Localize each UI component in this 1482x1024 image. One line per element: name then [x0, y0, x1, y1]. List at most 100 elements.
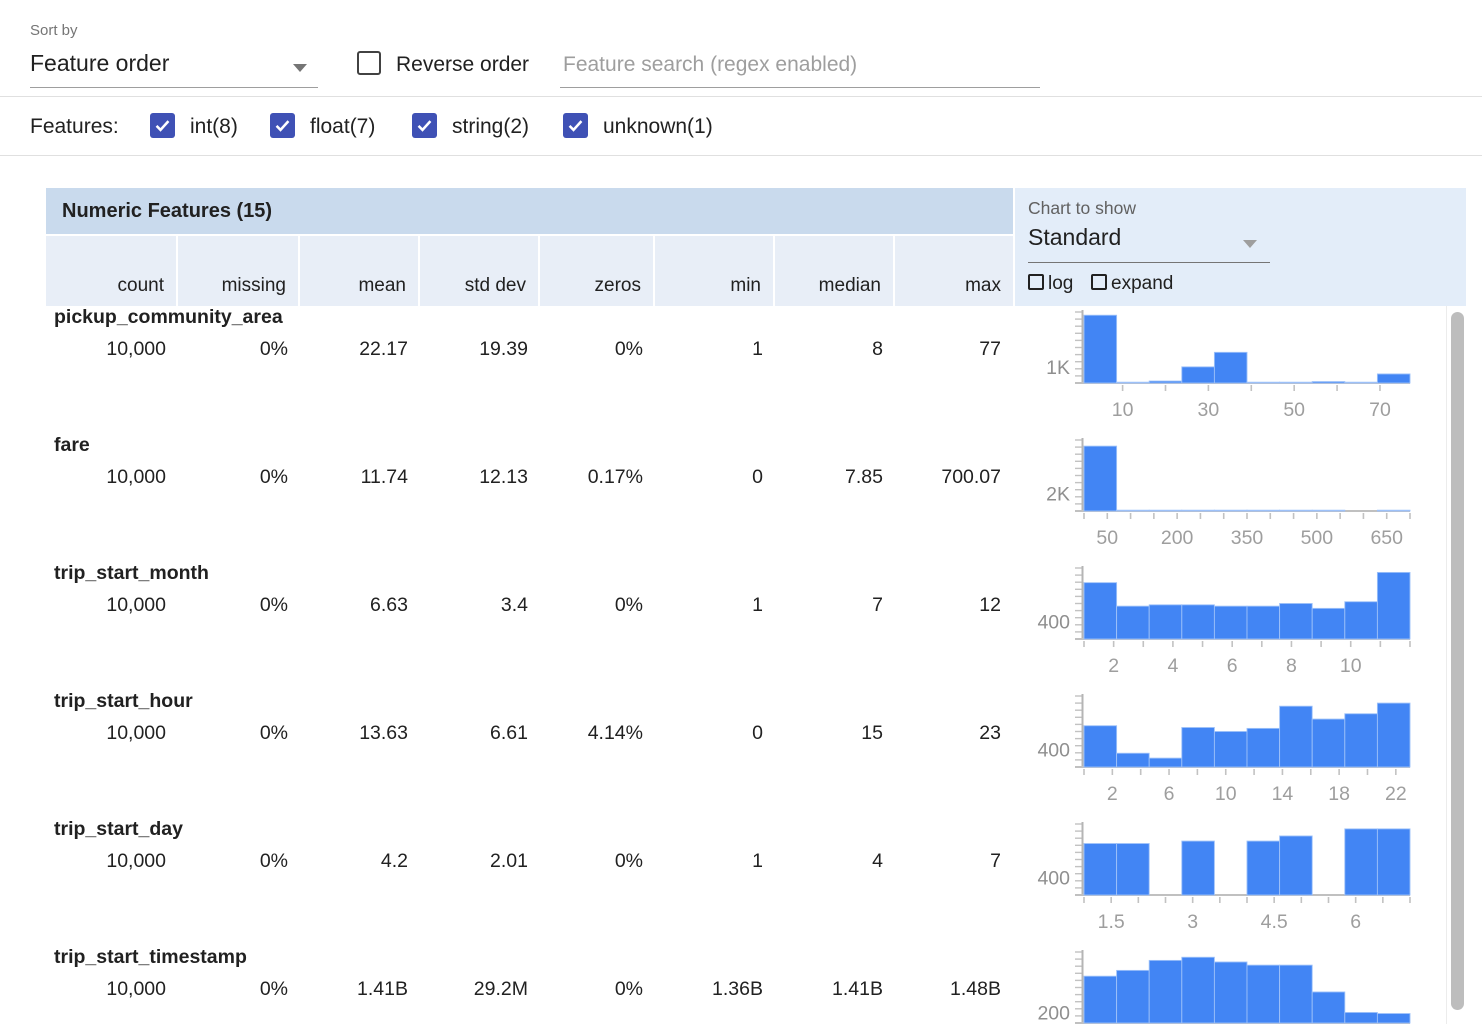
unknown-checkbox-label: unknown(1)	[603, 115, 713, 138]
stat-value: 10,000	[106, 338, 166, 360]
log-checkbox-label: log	[1048, 273, 1074, 294]
stat-value: 7.85	[845, 466, 883, 488]
svg-text:4.5: 4.5	[1261, 911, 1288, 933]
chart-to-show-label: Chart to show	[1028, 198, 1136, 218]
svg-text:500: 500	[1301, 527, 1334, 549]
column-header-median[interactable]: median	[775, 236, 893, 306]
svg-text:50: 50	[1096, 527, 1118, 549]
feature-search-input[interactable]: Feature search (regex enabled)	[563, 53, 858, 76]
widget-edge	[1446, 306, 1447, 1024]
stat-value: 1.48B	[950, 978, 1001, 1000]
unknown-checkbox[interactable]	[563, 113, 588, 138]
float-checkbox-label: float(7)	[310, 115, 376, 138]
stat-value: 4	[872, 850, 883, 872]
svg-text:30: 30	[1198, 399, 1220, 421]
column-header-max[interactable]: max	[895, 236, 1013, 306]
stat-value: 12.13	[479, 466, 528, 488]
sort-by-label: Sort by	[30, 22, 78, 39]
table-title: Numeric Features (15)	[62, 199, 273, 222]
svg-text:10: 10	[1112, 399, 1134, 421]
stat-value: 0%	[259, 338, 288, 360]
stat-value: 0%	[259, 850, 288, 872]
string-checkbox-label: string(2)	[452, 115, 530, 138]
column-header-missing[interactable]: missing	[178, 236, 298, 306]
check-icon	[155, 120, 170, 132]
svg-text:200: 200	[1161, 527, 1194, 549]
histogram-chart[interactable]: 1.5 3 4.5 6 400	[1020, 820, 1422, 952]
svg-text:400: 400	[1037, 867, 1070, 889]
log-checkbox[interactable]	[1028, 274, 1044, 290]
string-checkbox[interactable]	[412, 113, 437, 138]
numeric-features-table: Numeric Features (15) count missing mean…	[46, 188, 1466, 1024]
stat-value: 0%	[259, 978, 288, 1000]
check-icon	[275, 120, 290, 132]
svg-text:1.5: 1.5	[1098, 911, 1125, 933]
svg-text:3: 3	[1187, 911, 1198, 933]
svg-text:8: 8	[1286, 655, 1297, 677]
stat-value: 10,000	[106, 466, 166, 488]
svg-text:6: 6	[1227, 655, 1238, 677]
stat-value: 1	[752, 850, 763, 872]
feature-row: pickup_community_area 10,000 0% 22.17 19.39 0…	[46, 306, 1013, 434]
sort-by-underline	[30, 87, 318, 88]
feature-name: trip_start_month	[54, 562, 209, 584]
stat-value: 4.14%	[587, 722, 643, 744]
column-header-zeros[interactable]: zeros	[540, 236, 653, 306]
float-checkbox[interactable]	[270, 113, 295, 138]
histogram-chart[interactable]: 2 4 6 8 10 400	[1020, 564, 1422, 696]
stat-value: 10,000	[106, 978, 166, 1000]
histogram-chart[interactable]: 50 200 350 500 650 2K	[1020, 436, 1422, 568]
svg-text:4: 4	[1167, 655, 1178, 677]
int-checkbox[interactable]	[150, 113, 175, 138]
check-icon	[568, 120, 583, 132]
feature-row: fare 10,000 0% 11.74 12.13 0.17% 0 7.85 700.07	[46, 434, 1013, 562]
feature-name: trip_start_hour	[54, 690, 193, 712]
histogram-chart[interactable]: 2 6 10 14 18 22 400	[1020, 692, 1422, 824]
stat-value: 22.17	[359, 338, 408, 360]
svg-text:50: 50	[1283, 399, 1305, 421]
stat-value: 1.41B	[357, 978, 408, 1000]
histogram-chart[interactable]: 10 30 50 70 1K	[1020, 308, 1422, 440]
feature-name: trip_start_timestamp	[54, 946, 247, 968]
stat-value: 15	[861, 722, 883, 744]
chart-type-dropdown[interactable]: Standard	[1028, 224, 1122, 250]
stat-value: 8	[872, 338, 883, 360]
svg-text:2: 2	[1107, 783, 1118, 805]
stat-value: 19.39	[479, 338, 528, 360]
svg-text:350: 350	[1231, 527, 1264, 549]
histogram-chart[interactable]: 200	[1020, 948, 1422, 1024]
column-header-std-dev[interactable]: std dev	[420, 236, 538, 306]
table-title-band: Numeric Features (15)	[46, 188, 1013, 234]
reverse-order-checkbox[interactable]	[357, 51, 381, 75]
stat-value: 6.63	[370, 594, 408, 616]
stat-value: 3.4	[500, 594, 528, 616]
svg-text:22: 22	[1385, 783, 1407, 805]
feature-name: trip_start_day	[54, 818, 183, 840]
chevron-down-icon[interactable]	[1243, 240, 1257, 248]
stat-value: 0.17%	[587, 466, 643, 488]
svg-text:6: 6	[1164, 783, 1175, 805]
stat-value: 4.2	[380, 850, 408, 872]
stat-value: 1.41B	[832, 978, 883, 1000]
expand-checkbox[interactable]	[1091, 274, 1107, 290]
column-header-min[interactable]: min	[655, 236, 773, 306]
svg-text:2K: 2K	[1046, 483, 1070, 505]
stat-value: 7	[990, 850, 1001, 872]
feature-name: fare	[54, 434, 90, 456]
svg-text:6: 6	[1350, 911, 1361, 933]
svg-text:400: 400	[1037, 739, 1070, 761]
column-header-count[interactable]: count	[46, 236, 176, 306]
stat-value: 0%	[259, 466, 288, 488]
stat-value: 7	[872, 594, 883, 616]
stat-value: 0	[752, 466, 763, 488]
sort-by-dropdown[interactable]: Feature order	[30, 50, 170, 76]
stat-value: 0%	[259, 722, 288, 744]
vertical-scrollbar[interactable]	[1451, 312, 1464, 1010]
chevron-down-icon[interactable]	[293, 64, 307, 72]
stat-value: 23	[979, 722, 1001, 744]
svg-text:1K: 1K	[1046, 357, 1070, 379]
expand-checkbox-label: expand	[1111, 273, 1174, 294]
column-header-mean[interactable]: mean	[300, 236, 418, 306]
stat-value: 1	[752, 594, 763, 616]
reverse-order-label: Reverse order	[396, 53, 530, 76]
